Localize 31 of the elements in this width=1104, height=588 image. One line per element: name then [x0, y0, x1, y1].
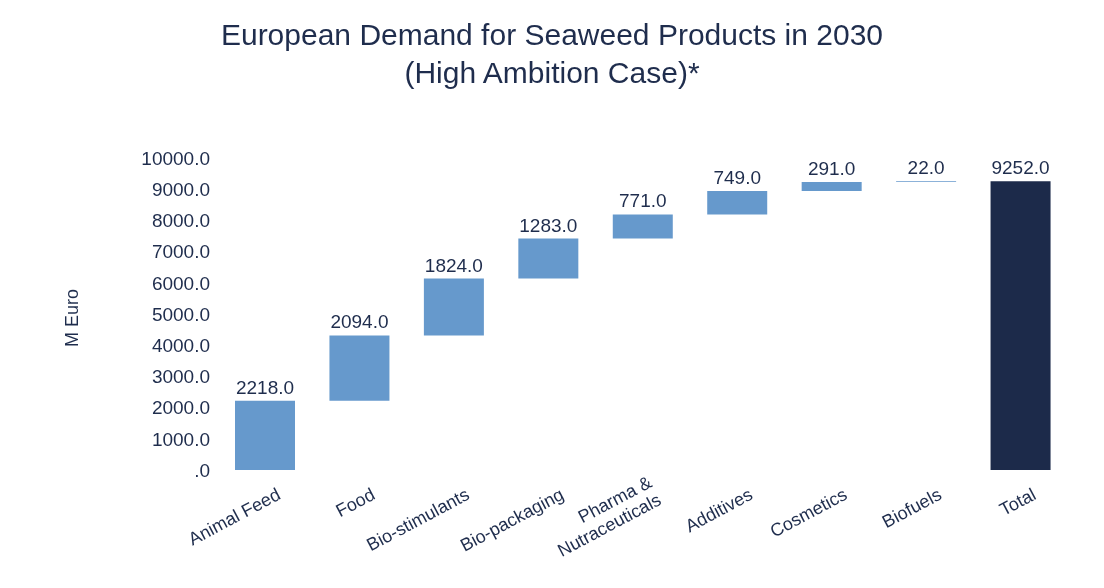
y-tick-label: 8000.0	[151, 210, 210, 232]
data-label: 2218.0	[235, 376, 295, 398]
y-tick-label: 2000.0	[151, 397, 210, 419]
y-tick-label: 7000.0	[151, 241, 210, 263]
bar	[235, 400, 295, 470]
data-label: 771.0	[619, 190, 667, 212]
y-axis-title: M Euro	[61, 288, 83, 348]
data-label: 9252.0	[991, 157, 1050, 179]
data-label: 2094.0	[330, 311, 389, 333]
bar	[707, 191, 768, 215]
bar	[612, 214, 673, 239]
x-tick-label: Total	[996, 484, 1040, 520]
data-label: 1824.0	[424, 254, 483, 276]
chart-title: European Demand for Seaweed Products in 2030 (High Ambition Case)*	[219, 17, 885, 91]
bar	[329, 335, 390, 401]
bar	[423, 278, 484, 336]
bar	[801, 182, 862, 192]
y-tick-label: 4000.0	[151, 334, 210, 356]
data-label: 1283.0	[519, 214, 578, 236]
y-tick-label: 9000.0	[151, 178, 210, 200]
y-tick-label: .0	[194, 459, 210, 481]
y-tick-label: 10000.0	[141, 147, 210, 169]
y-tick-label: 6000.0	[151, 272, 210, 294]
data-label: 291.0	[807, 158, 856, 180]
bar	[990, 181, 1051, 470]
y-tick-label: 5000.0	[151, 303, 210, 325]
y-tick-label: 1000.0	[151, 428, 210, 450]
y-tick-label: 3000.0	[151, 366, 210, 388]
data-label: 749.0	[713, 167, 761, 189]
bar	[518, 238, 579, 279]
data-label: 22.0	[907, 157, 945, 179]
